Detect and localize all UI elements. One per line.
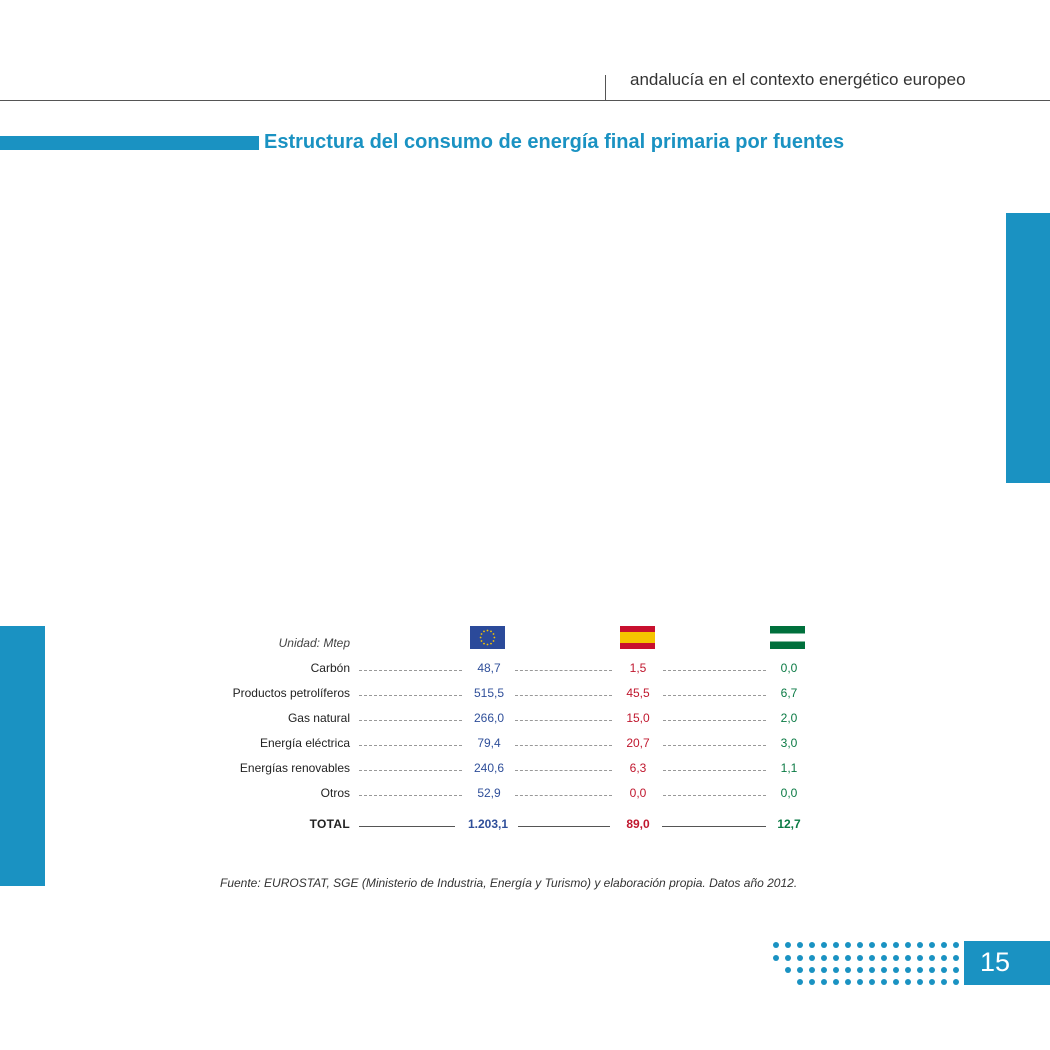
table-row: Energías renovables 240,6 6,3 1,1 (0, 759, 1050, 779)
value-eu: 79,4 (477, 736, 501, 750)
total-eu: 1.203,1 (467, 817, 509, 831)
section-title: Estructura del consumo de energía final … (264, 131, 845, 153)
value-and: 6,7 (780, 686, 798, 700)
leader-line (518, 826, 610, 827)
leader-line (515, 745, 612, 746)
chapter-tab-right (1006, 213, 1050, 483)
leader-line (663, 795, 766, 796)
leader-line (359, 770, 462, 771)
table-row: Carbón 48,7 1,5 0,0 (0, 659, 1050, 679)
value-es: 6,3 (629, 761, 647, 775)
leader-line (663, 670, 766, 671)
leader-line (663, 745, 766, 746)
leader-line (359, 720, 462, 721)
leader-line (359, 826, 455, 827)
total-row: TOTAL 1.203,1 89,0 12,7 (0, 815, 1050, 835)
table-row: Gas natural 266,0 15,0 2,0 (0, 709, 1050, 729)
row-label: Carbón (310, 661, 350, 675)
value-and: 0,0 (780, 661, 798, 675)
total-and: 12,7 (777, 817, 801, 831)
running-head: andalucía en el contexto energético euro… (630, 70, 966, 89)
value-eu: 266,0 (473, 711, 505, 725)
table-row: Otros 52,9 0,0 0,0 (0, 784, 1050, 804)
unit-label: Unidad: Mtep (278, 636, 350, 650)
source-note: Fuente: EUROSTAT, SGE (Ministerio de Ind… (220, 876, 798, 890)
page-number-box: 15 (964, 941, 1050, 985)
header-tick (605, 75, 606, 100)
chapter-tab-left (0, 626, 45, 886)
eu-flag-icon (470, 626, 505, 649)
header-rule (0, 100, 1050, 101)
row-label: Otros (320, 786, 350, 800)
value-es: 0,0 (629, 786, 647, 800)
total-es: 89,0 (626, 817, 650, 831)
total-label: TOTAL (309, 817, 350, 831)
value-and: 2,0 (780, 711, 798, 725)
value-and: 3,0 (780, 736, 798, 750)
value-eu: 515,5 (473, 686, 505, 700)
leader-line (359, 670, 462, 671)
value-eu: 52,9 (477, 786, 501, 800)
leader-line (359, 695, 462, 696)
leader-line (515, 695, 612, 696)
leader-line (515, 795, 612, 796)
table-row: Energía eléctrica 79,4 20,7 3,0 (0, 734, 1050, 754)
leader-line (663, 770, 766, 771)
row-label: Productos petrolíferos (232, 686, 350, 700)
value-eu: 240,6 (473, 761, 505, 775)
value-and: 0,0 (780, 786, 798, 800)
leader-line (359, 795, 462, 796)
leader-line (663, 720, 766, 721)
andalusia-flag-icon (770, 626, 805, 649)
row-label: Energías renovables (239, 761, 350, 775)
value-es: 20,7 (626, 736, 650, 750)
spain-flag-icon (620, 626, 655, 649)
value-and: 1,1 (780, 761, 798, 775)
leader-line (662, 826, 766, 827)
leader-line (515, 670, 612, 671)
value-es: 45,5 (626, 686, 650, 700)
value-es: 1,5 (629, 661, 647, 675)
value-eu: 48,7 (477, 661, 501, 675)
dot-pattern (773, 942, 959, 985)
value-es: 15,0 (626, 711, 650, 725)
title-accent-bar (0, 136, 259, 150)
table-row: Productos petrolíferos 515,5 45,5 6,7 (0, 684, 1050, 704)
page-number: 15 (980, 947, 1011, 977)
leader-line (663, 695, 766, 696)
row-label: Gas natural (287, 711, 350, 725)
leader-line (515, 720, 612, 721)
leader-line (359, 745, 462, 746)
row-label: Energía eléctrica (259, 736, 350, 750)
leader-line (515, 770, 612, 771)
